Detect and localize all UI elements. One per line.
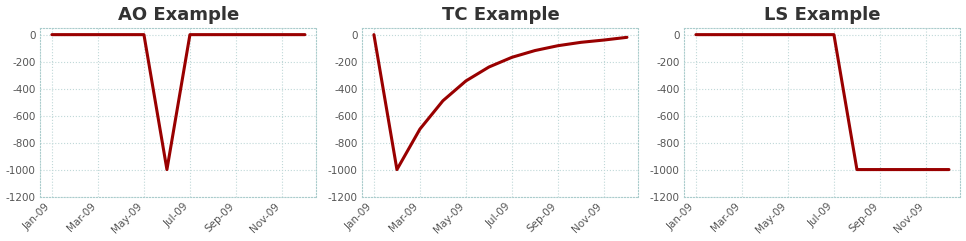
- Title: LS Example: LS Example: [764, 6, 881, 24]
- Title: TC Example: TC Example: [441, 6, 559, 24]
- Title: AO Example: AO Example: [118, 6, 239, 24]
